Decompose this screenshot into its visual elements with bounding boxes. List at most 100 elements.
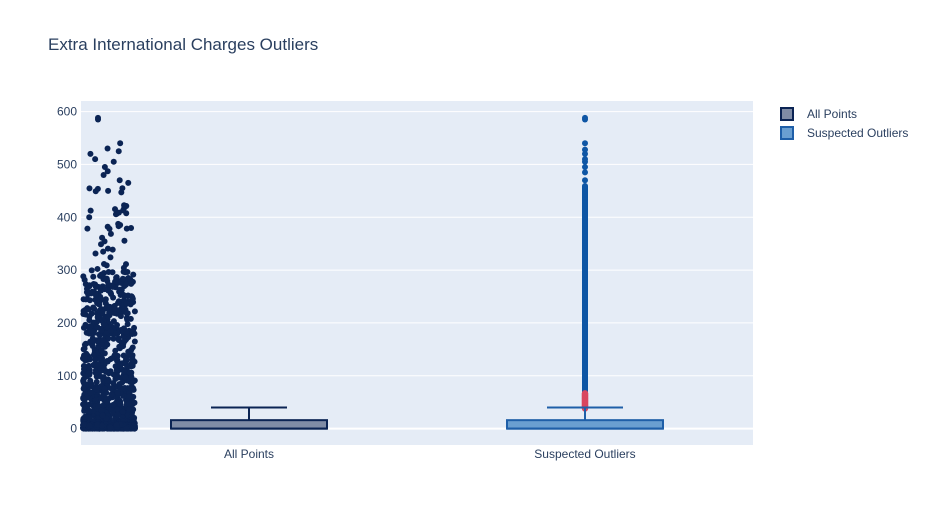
outlier-point xyxy=(582,150,588,157)
data-point xyxy=(93,386,100,393)
data-point xyxy=(128,412,135,419)
data-point xyxy=(119,379,126,386)
data-point xyxy=(114,411,121,418)
legend-item[interactable]: All Points xyxy=(780,107,857,121)
data-point xyxy=(107,327,114,334)
data-point xyxy=(131,399,138,406)
data-point xyxy=(130,385,137,392)
y-axis-ticks: 0 100 200 300 400 500 600 xyxy=(57,105,77,436)
data-point xyxy=(106,225,113,232)
data-point xyxy=(105,369,112,376)
data-point xyxy=(97,272,104,279)
data-point xyxy=(99,309,106,316)
data-point xyxy=(80,421,87,428)
data-point xyxy=(90,273,97,280)
data-point xyxy=(85,407,92,414)
data-point xyxy=(95,114,101,121)
outlier-point xyxy=(582,169,588,176)
data-point xyxy=(114,357,121,364)
data-point xyxy=(112,206,119,213)
outlier-point xyxy=(582,164,588,171)
data-point xyxy=(94,421,101,428)
data-point xyxy=(100,248,107,255)
data-point xyxy=(109,269,116,276)
data-point xyxy=(94,361,101,368)
outlier-point xyxy=(582,177,588,184)
data-point xyxy=(82,413,89,420)
chart-title: Extra International Charges Outliers xyxy=(48,35,318,54)
x-axis-ticks: All Points Suspected Outliers xyxy=(224,447,636,461)
data-point xyxy=(101,261,108,268)
data-point xyxy=(87,150,94,157)
data-point xyxy=(129,295,136,302)
data-point xyxy=(122,281,129,288)
data-point xyxy=(94,318,101,325)
legend-label: Suspected Outliers xyxy=(807,126,908,140)
data-point xyxy=(104,357,111,364)
data-point xyxy=(110,380,117,387)
data-point xyxy=(90,304,97,311)
y-tick-label: 200 xyxy=(57,316,77,330)
data-point xyxy=(88,381,95,388)
box-all-points xyxy=(170,406,328,430)
data-point xyxy=(108,391,115,398)
data-point xyxy=(104,377,111,384)
data-point xyxy=(86,297,93,304)
data-point xyxy=(87,389,94,396)
data-point xyxy=(101,385,108,392)
data-point xyxy=(131,338,138,345)
data-point xyxy=(103,398,110,405)
data-points xyxy=(80,114,589,432)
data-point xyxy=(90,352,97,359)
data-point xyxy=(92,284,99,291)
data-point xyxy=(97,356,104,363)
data-point xyxy=(104,313,111,320)
y-tick-label: 300 xyxy=(57,263,77,277)
data-point xyxy=(115,148,122,155)
data-point xyxy=(82,321,89,328)
data-point xyxy=(117,140,124,147)
data-point xyxy=(112,278,119,285)
y-tick-label: 100 xyxy=(57,369,77,383)
data-point xyxy=(98,347,105,354)
data-point xyxy=(123,355,130,362)
legend-item[interactable]: Suspected Outliers xyxy=(780,126,908,140)
legend-label: All Points xyxy=(807,107,857,121)
data-point xyxy=(84,225,91,232)
data-point xyxy=(114,390,121,397)
box-iqr xyxy=(170,419,328,430)
data-point xyxy=(114,299,121,306)
data-point xyxy=(109,246,116,253)
data-point xyxy=(117,385,124,392)
data-point xyxy=(109,410,116,417)
data-point xyxy=(87,323,94,330)
data-point xyxy=(113,210,120,217)
data-point xyxy=(126,393,133,400)
data-point xyxy=(87,207,94,214)
data-point xyxy=(107,424,114,431)
data-point xyxy=(126,400,133,407)
data-point xyxy=(123,425,130,432)
data-point xyxy=(86,401,93,408)
data-point xyxy=(113,422,120,429)
data-point xyxy=(117,286,124,293)
data-point xyxy=(93,378,100,385)
data-point xyxy=(87,338,94,345)
data-point xyxy=(98,241,105,248)
outlier-point xyxy=(582,146,588,153)
box-iqr xyxy=(506,419,664,430)
data-point xyxy=(110,294,117,301)
y-tick-label: 0 xyxy=(70,422,77,436)
data-point xyxy=(80,379,87,386)
data-point xyxy=(116,362,123,369)
legend[interactable]: All Points Suspected Outliers xyxy=(780,107,908,140)
data-point xyxy=(95,402,102,409)
data-point xyxy=(127,276,134,283)
data-point xyxy=(104,145,111,152)
data-point xyxy=(97,395,104,402)
data-point xyxy=(116,177,123,184)
data-point xyxy=(98,327,105,334)
data-point xyxy=(108,355,115,362)
data-point xyxy=(99,337,106,344)
data-point xyxy=(95,343,102,350)
